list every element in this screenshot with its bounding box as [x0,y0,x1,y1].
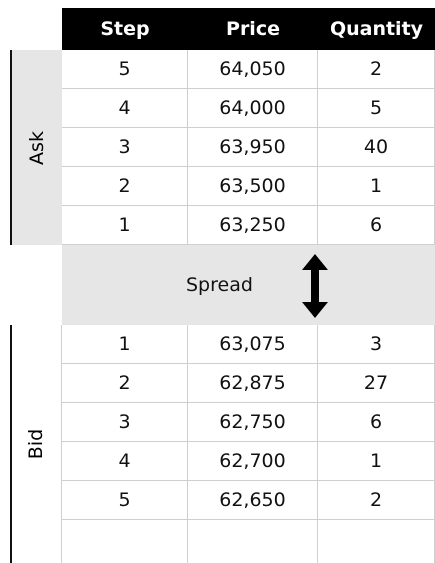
ask-label-cell: Ask [10,50,62,245]
table-cell: 2 [62,364,188,403]
table-cell: 5 [62,481,188,520]
table-cell: 1 [318,167,435,206]
spread-cell: Spread [62,245,435,325]
spread-arrow [302,254,328,318]
empty-cell [62,520,188,563]
table-cell: 62,700 [188,442,318,481]
bid-label: Bid [25,428,48,460]
table-cell: 64,050 [188,50,318,89]
table-cell: 2 [318,481,435,520]
header-cell: Step [62,8,188,50]
table-cell: 62,750 [188,403,318,442]
table-cell: 6 [318,206,435,245]
table-cell: 3 [62,403,188,442]
table-cell: 2 [62,167,188,206]
ask-label: Ask [26,130,48,165]
table-cell: 1 [62,325,188,364]
table-cell: 63,950 [188,128,318,167]
table-cell: 1 [318,442,435,481]
header-cell: Quantity [318,8,435,50]
table-cell: 5 [318,89,435,128]
table-cell: 4 [62,89,188,128]
table-cell: 63,250 [188,206,318,245]
table-cell: 2 [318,50,435,89]
table-cell: 1 [62,206,188,245]
table-cell: 4 [62,442,188,481]
table-cell: 3 [318,325,435,364]
table-cell: 27 [318,364,435,403]
table-cell: 6 [318,403,435,442]
table-cell: 63,075 [188,325,318,364]
table-cell: 3 [62,128,188,167]
table-cell: 40 [318,128,435,167]
table-cell: 64,000 [188,89,318,128]
header-cell: Price [188,8,318,50]
bid-label-cell: Bid [10,325,62,563]
table-cell: 5 [62,50,188,89]
table-cell: 62,875 [188,364,318,403]
table-cell: 63,500 [188,167,318,206]
empty-cell [318,520,435,563]
empty-cell [188,520,318,563]
table-cell: 62,650 [188,481,318,520]
